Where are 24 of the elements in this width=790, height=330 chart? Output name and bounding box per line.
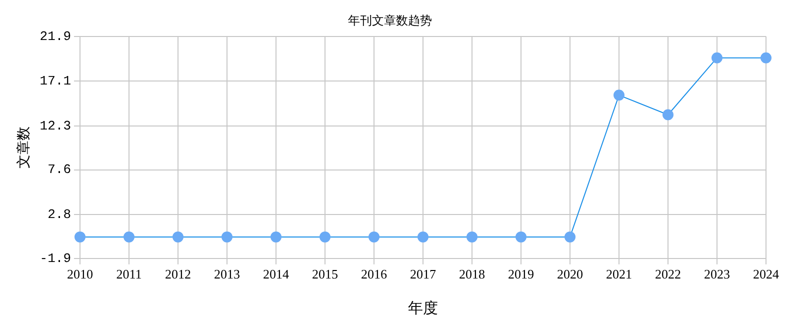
x-tick-label: 2024 — [753, 266, 780, 282]
x-tick-label: 2021 — [606, 266, 632, 282]
x-tick-label: 2016 — [361, 266, 388, 282]
x-tick-label: 2014 — [263, 266, 290, 282]
x-tick-label: 2019 — [508, 266, 534, 282]
x-tick-label: 2010 — [67, 266, 94, 282]
x-tick-label: 2023 — [704, 266, 730, 282]
y-axis-title: 文章数 — [16, 126, 32, 168]
x-tick-label: 2012 — [165, 266, 192, 282]
y-tick-label: 2.8 — [48, 206, 72, 222]
x-axis-title: 年度 — [408, 298, 438, 317]
y-tick-label: 12.3 — [40, 118, 72, 134]
x-tick-label: 2015 — [312, 266, 338, 282]
y-tick-label: 7.6 — [48, 162, 72, 178]
chart-title: 年刊文章数趋势 — [348, 13, 432, 28]
y-tick-label: 17.1 — [40, 74, 72, 89]
y-tick-label: -1.9 — [40, 250, 72, 266]
x-tick-label: 2013 — [214, 266, 240, 282]
x-tick-label: 2011 — [116, 266, 142, 282]
x-tick-label: 2018 — [459, 266, 485, 282]
x-tick-label: 2020 — [557, 266, 583, 282]
y-tick-label: 21.9 — [40, 28, 72, 44]
x-tick-label: 2017 — [410, 266, 437, 282]
x-tick-label: 2022 — [655, 266, 681, 282]
